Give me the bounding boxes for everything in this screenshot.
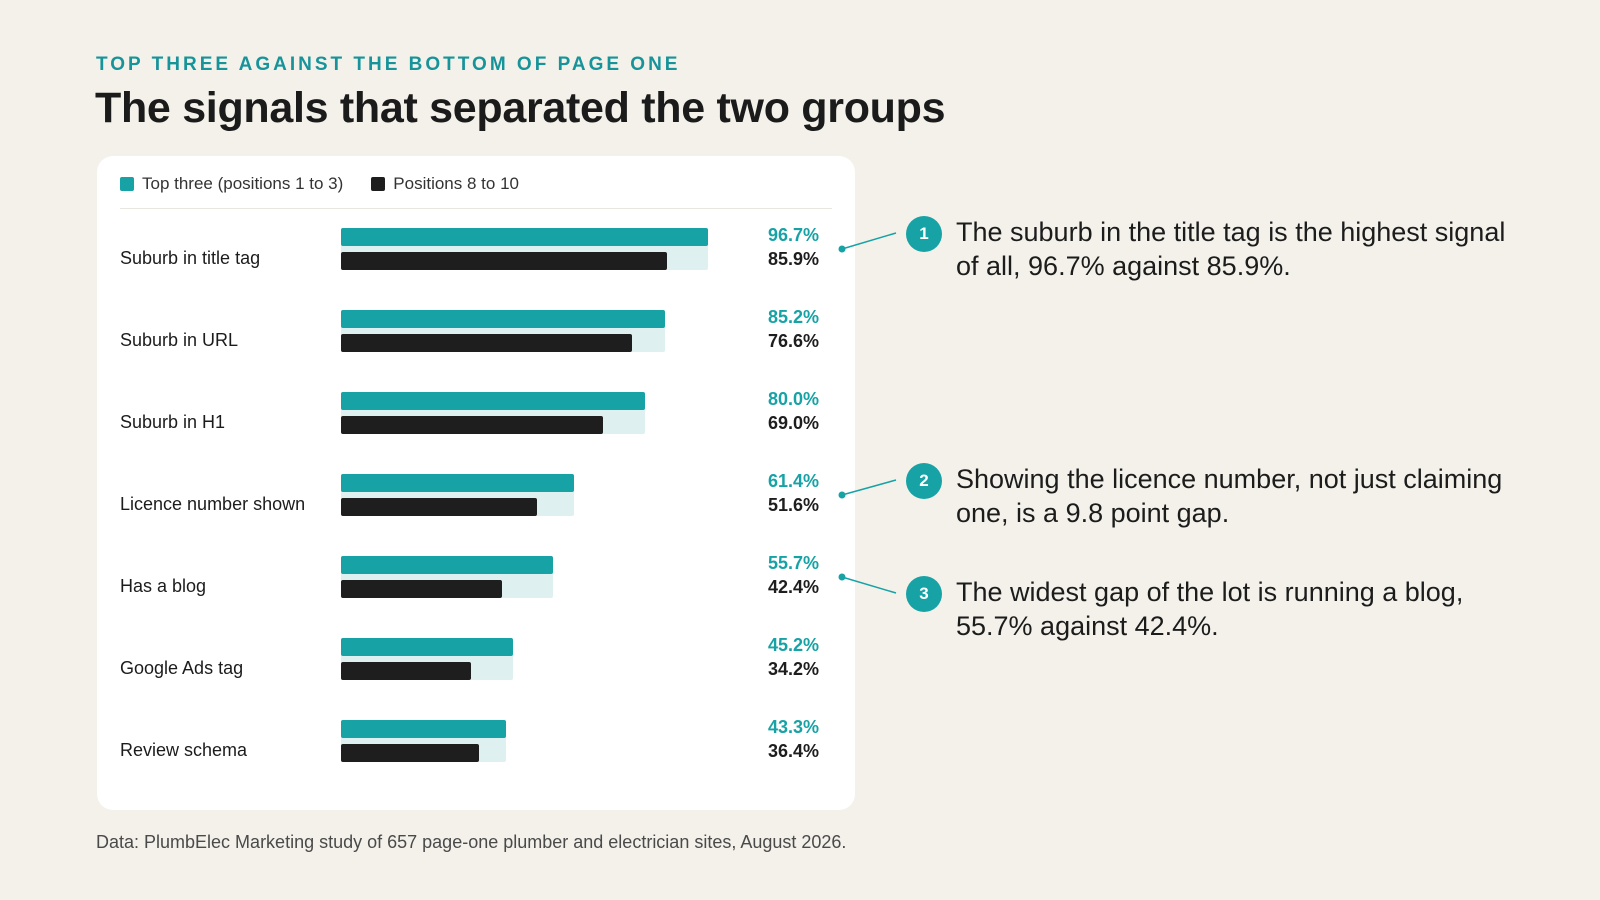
bar-top-three [341,310,665,328]
category-label: Licence number shown [120,494,306,514]
bar-top-three [341,392,645,410]
bar-row-suburb-in-url: Suburb in URL 85.2% 76.6% [97,307,855,370]
eyebrow: TOP THREE AGAINST THE BOTTOM OF PAGE ONE [96,54,681,75]
bar-top-three [341,474,575,492]
bar-positions-8-to-10 [341,334,633,352]
annotation-number-badge: 1 [906,216,942,252]
value-label-positions-8-to-10: 42.4% [767,577,819,597]
bar-row-suburb-in-title-tag: Suburb in title tag 96.7% 85.9% [97,225,855,288]
bar-positions-8-to-10 [341,580,503,598]
annotation-number-badge: 3 [906,576,942,612]
bar-row-review-schema: Review schema 43.3% 36.4% [97,717,855,780]
value-label-positions-8-to-10: 34.2% [767,659,819,679]
annotation-text: The widest gap of the lot is running a b… [956,577,1464,641]
category-label: Suburb in title tag [120,248,261,268]
value-label-positions-8-to-10: 85.9% [767,249,819,269]
value-label-top-three: 85.2% [767,307,819,327]
category-label: Google Ads tag [120,658,244,678]
legend-swatch-top [120,177,134,191]
value-label-positions-8-to-10: 76.6% [767,331,819,351]
annotation-2: 2 Showing the licence number, not just cl… [906,462,1506,530]
category-label: Review schema [120,740,248,760]
value-label-top-three: 96.7% [767,225,819,245]
bar-positions-8-to-10 [341,662,471,680]
annotation-3: 3 The widest gap of the lot is running a … [906,575,1506,643]
bar-top-three [341,638,513,656]
legend-item-top: Top three (positions 1 to 3) [120,174,343,194]
annotation-1: 1 The suburb in the title tag is the high… [906,215,1506,283]
legend-divider [120,208,832,209]
source-note: Data: PlumbElec Marketing study of 657 p… [96,832,847,852]
legend-swatch-bottom [371,177,386,191]
legend-item-bottom: Positions 8 to 10 [371,174,519,194]
legend: Top three (positions 1 to 3) Positions 8… [120,174,537,194]
value-label-top-three: 55.7% [767,553,819,573]
category-label: Suburb in H1 [120,412,226,432]
value-label-top-three: 45.2% [767,635,819,655]
bar-row-suburb-in-h1: Suburb in H1 80.0% 69.0% [97,389,855,452]
value-label-top-three: 43.3% [767,717,819,737]
value-label-top-three: 80.0% [767,389,819,409]
category-label: Suburb in URL [120,330,239,350]
annotation-text: The suburb in the title tag is the highe… [956,217,1506,281]
bar-row-has-a-blog: Has a blog 55.7% 42.4% [97,553,855,616]
bar-top-three [341,556,553,574]
annotation-number-badge: 2 [906,463,942,499]
bar-positions-8-to-10 [341,252,668,270]
legend-label-top: Top three (positions 1 to 3) [142,174,344,193]
bar-top-three [341,720,506,738]
bar-positions-8-to-10 [341,416,604,434]
page-title: The signals that separated the two group… [95,84,946,132]
bar-row-google-ads-tag: Google Ads tag 45.2% 34.2% [97,635,855,698]
value-label-positions-8-to-10: 36.4% [767,741,819,761]
chart-card: Top three (positions 1 to 3) Positions 8… [97,156,855,810]
bar-positions-8-to-10 [341,498,538,516]
value-label-top-three: 61.4% [767,471,819,491]
bar-top-three [341,228,709,246]
bar-positions-8-to-10 [341,744,480,762]
value-label-positions-8-to-10: 69.0% [767,413,819,433]
category-label: Has a blog [120,576,207,596]
value-label-positions-8-to-10: 51.6% [767,495,819,515]
bar-row-licence-number-shown: Licence number shown 61.4% 51.6% [97,471,855,534]
annotation-text: Showing the licence number, not just cla… [956,464,1503,528]
legend-label-bottom: Positions 8 to 10 [393,174,519,193]
